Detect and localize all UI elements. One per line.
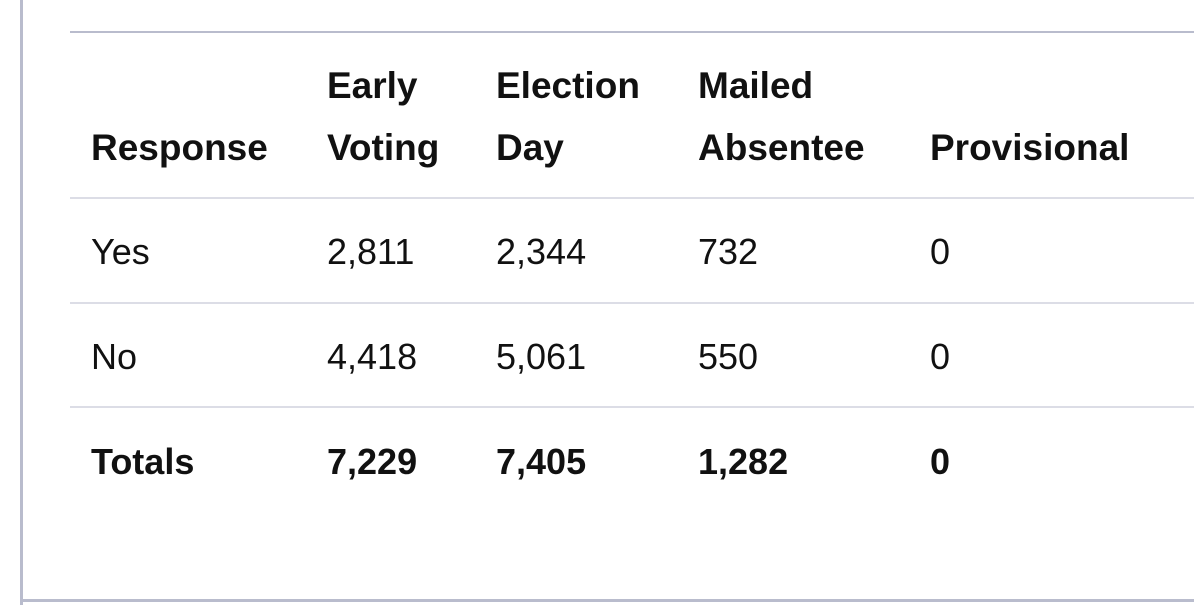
totals-cell: 1,282	[698, 431, 788, 493]
cell-text: 0	[930, 336, 951, 377]
table-cell: 732	[698, 221, 758, 283]
cell-text: Yes	[91, 231, 150, 272]
cell-text: 2,344	[496, 231, 587, 272]
cell-text: Mailed Absentee	[698, 65, 865, 168]
column-header: Election Day	[496, 29, 686, 179]
table-cell: 5,061	[496, 326, 586, 388]
table-cell: 0	[930, 326, 950, 388]
cell-text: 732	[698, 231, 759, 272]
column-header: Provisional	[930, 29, 1170, 179]
cell-text: 0	[930, 441, 951, 482]
table-cell: 2,344	[496, 221, 586, 283]
row-divider	[70, 406, 1194, 408]
row-divider	[70, 302, 1194, 304]
panel-border-bottom	[20, 599, 1194, 602]
table-cell: 2,811	[327, 221, 414, 283]
totals-cell: 7,405	[496, 431, 586, 493]
totals-cell: 0	[930, 431, 950, 493]
column-header: Early Voting	[327, 29, 477, 179]
column-header: Mailed Absentee	[698, 29, 923, 179]
cell-text: Totals	[91, 441, 195, 482]
cell-text: 7,405	[496, 441, 587, 482]
table-cell: Yes	[91, 221, 150, 283]
table-cell: 4,418	[327, 326, 417, 388]
table-cell: No	[91, 326, 137, 388]
cell-text: Provisional	[930, 127, 1130, 168]
cell-text: No	[91, 336, 138, 377]
totals-cell: Totals	[91, 431, 194, 493]
cell-text: 0	[930, 231, 951, 272]
cell-text: 7,229	[327, 441, 418, 482]
totals-cell: 7,229	[327, 431, 417, 493]
table-cell: 0	[930, 221, 950, 283]
column-header: Response	[91, 29, 311, 179]
cell-text: Response	[91, 127, 268, 168]
cell-text: 2,811	[327, 231, 415, 272]
cell-text: Early Voting	[327, 65, 440, 168]
cell-text: Election Day	[496, 65, 640, 168]
table-top-border	[70, 31, 1194, 33]
cell-text: 550	[698, 336, 759, 377]
cell-text: 4,418	[327, 336, 418, 377]
table-cell: 550	[698, 326, 758, 388]
cell-text: 1,282	[698, 441, 789, 482]
panel-border-left	[20, 0, 23, 605]
row-divider	[70, 197, 1194, 199]
cell-text: 5,061	[496, 336, 587, 377]
